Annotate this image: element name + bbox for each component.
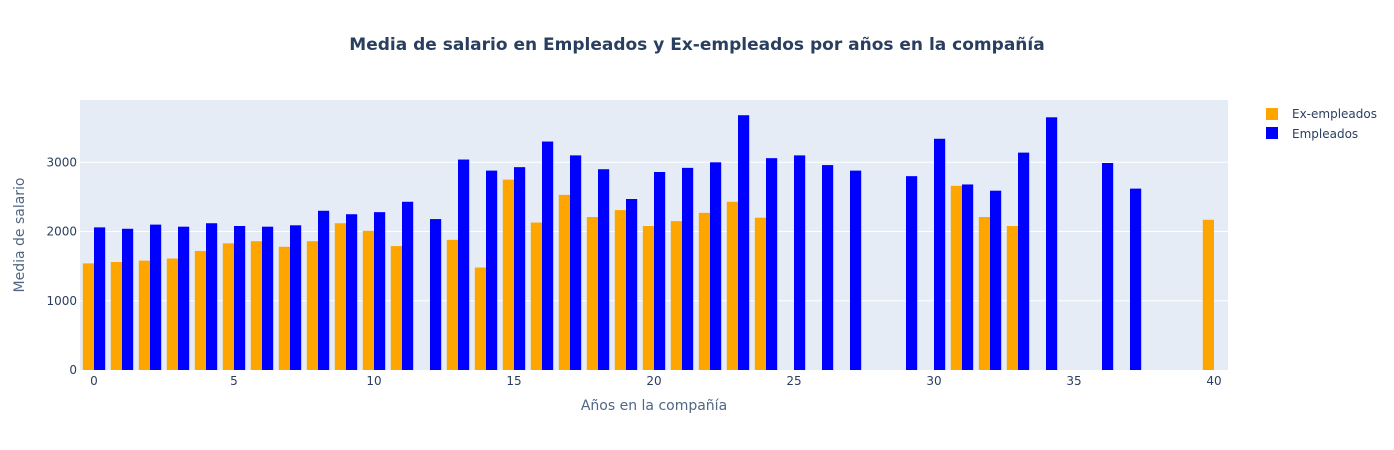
y-axis-ticks: 0 1000 2000 3000 [46, 155, 77, 377]
bar-empleados-6[interactable] [262, 226, 274, 370]
bar-empleados-29[interactable] [906, 176, 918, 370]
bar-empleados-2[interactable] [150, 224, 162, 370]
bar-empleados-12[interactable] [430, 219, 442, 370]
bar-ex-empleados-14[interactable] [474, 267, 486, 370]
bar-ex-empleados-21[interactable] [670, 221, 682, 370]
bar-ex-empleados-24[interactable] [754, 217, 766, 370]
bar-empleados-4[interactable] [206, 223, 218, 370]
bar-ex-empleados-10[interactable] [362, 230, 374, 370]
bar-ex-empleados-9[interactable] [334, 223, 346, 370]
chart-title: Media de salario en Empleados y Ex-emple… [349, 35, 1044, 55]
bar-ex-empleados-40[interactable] [1202, 219, 1214, 370]
bar-empleados-23[interactable] [738, 115, 750, 370]
bar-empleados-13[interactable] [458, 159, 470, 370]
x-axis-title: Años en la compañía [581, 398, 727, 414]
x-tick-label: 0 [90, 374, 98, 388]
y-tick-label: 3000 [46, 155, 77, 169]
bar-ex-empleados-0[interactable] [82, 263, 94, 370]
bar-ex-empleados-7[interactable] [278, 246, 290, 370]
bar-empleados-31[interactable] [962, 184, 974, 370]
bar-empleados-37[interactable] [1130, 188, 1142, 370]
bar-empleados-19[interactable] [626, 199, 638, 370]
bar-ex-empleados-4[interactable] [194, 250, 206, 370]
x-tick-label: 40 [1206, 374, 1221, 388]
bar-empleados-16[interactable] [542, 141, 554, 370]
bar-ex-empleados-13[interactable] [446, 239, 458, 370]
bar-empleados-24[interactable] [766, 158, 778, 370]
bar-ex-empleados-8[interactable] [306, 241, 318, 370]
legend-label-ex-empleados[interactable]: Ex-empleados [1292, 107, 1377, 121]
legend[interactable]: Ex-empleados Empleados [1266, 107, 1377, 141]
bar-ex-empleados-2[interactable] [138, 260, 150, 370]
bar-empleados-3[interactable] [178, 226, 190, 370]
bar-empleados-15[interactable] [514, 167, 526, 370]
bar-ex-empleados-15[interactable] [502, 179, 514, 370]
x-tick-label: 10 [366, 374, 381, 388]
bar-ex-empleados-33[interactable] [1006, 226, 1018, 370]
bar-empleados-18[interactable] [598, 169, 610, 370]
bar-empleados-33[interactable] [1018, 152, 1030, 370]
bar-empleados-26[interactable] [822, 165, 834, 370]
legend-swatch-ex-empleados[interactable] [1266, 108, 1278, 120]
bar-ex-empleados-11[interactable] [390, 246, 402, 370]
bar-empleados-30[interactable] [934, 138, 946, 370]
x-tick-label: 15 [506, 374, 521, 388]
y-tick-label: 0 [69, 363, 77, 377]
bar-empleados-27[interactable] [850, 170, 862, 370]
bar-empleados-25[interactable] [794, 155, 806, 370]
bars [82, 115, 1214, 370]
bar-ex-empleados-5[interactable] [222, 243, 234, 370]
bar-empleados-32[interactable] [990, 190, 1002, 370]
bar-empleados-8[interactable] [318, 210, 330, 370]
bar-ex-empleados-32[interactable] [978, 217, 990, 370]
bar-empleados-36[interactable] [1102, 163, 1114, 370]
bar-ex-empleados-31[interactable] [950, 185, 962, 370]
bar-empleados-21[interactable] [682, 167, 694, 370]
y-tick-label: 2000 [46, 225, 77, 239]
bar-empleados-11[interactable] [402, 201, 414, 370]
bar-ex-empleados-22[interactable] [698, 212, 710, 370]
y-tick-label: 1000 [46, 294, 77, 308]
bar-empleados-9[interactable] [346, 214, 358, 370]
x-axis-ticks: 0 5 10 15 20 25 30 35 40 [90, 374, 1221, 388]
bar-ex-empleados-1[interactable] [110, 262, 122, 370]
y-axis-title: Media de salario [12, 177, 28, 292]
x-tick-label: 25 [786, 374, 801, 388]
x-tick-label: 5 [230, 374, 238, 388]
legend-swatch-empleados[interactable] [1266, 127, 1278, 139]
x-tick-label: 35 [1066, 374, 1081, 388]
x-tick-label: 30 [926, 374, 941, 388]
bar-empleados-34[interactable] [1046, 117, 1058, 370]
bar-ex-empleados-23[interactable] [726, 201, 738, 370]
bar-empleados-1[interactable] [122, 228, 134, 370]
bar-ex-empleados-3[interactable] [166, 258, 178, 370]
bar-empleados-5[interactable] [234, 226, 246, 370]
bar-empleados-7[interactable] [290, 225, 302, 370]
x-tick-label: 20 [646, 374, 661, 388]
bar-ex-empleados-19[interactable] [614, 210, 626, 370]
legend-label-empleados[interactable]: Empleados [1292, 127, 1358, 141]
bar-ex-empleados-16[interactable] [530, 222, 542, 370]
bar-ex-empleados-17[interactable] [558, 194, 570, 370]
bar-empleados-0[interactable] [94, 227, 106, 370]
bar-ex-empleados-6[interactable] [250, 241, 262, 370]
bar-empleados-22[interactable] [710, 162, 722, 370]
bar-empleados-14[interactable] [486, 170, 498, 370]
bar-empleados-20[interactable] [654, 172, 666, 370]
bar-empleados-10[interactable] [374, 212, 386, 370]
bar-ex-empleados-18[interactable] [586, 217, 598, 370]
bar-ex-empleados-20[interactable] [642, 226, 654, 370]
bar-empleados-17[interactable] [570, 155, 582, 370]
